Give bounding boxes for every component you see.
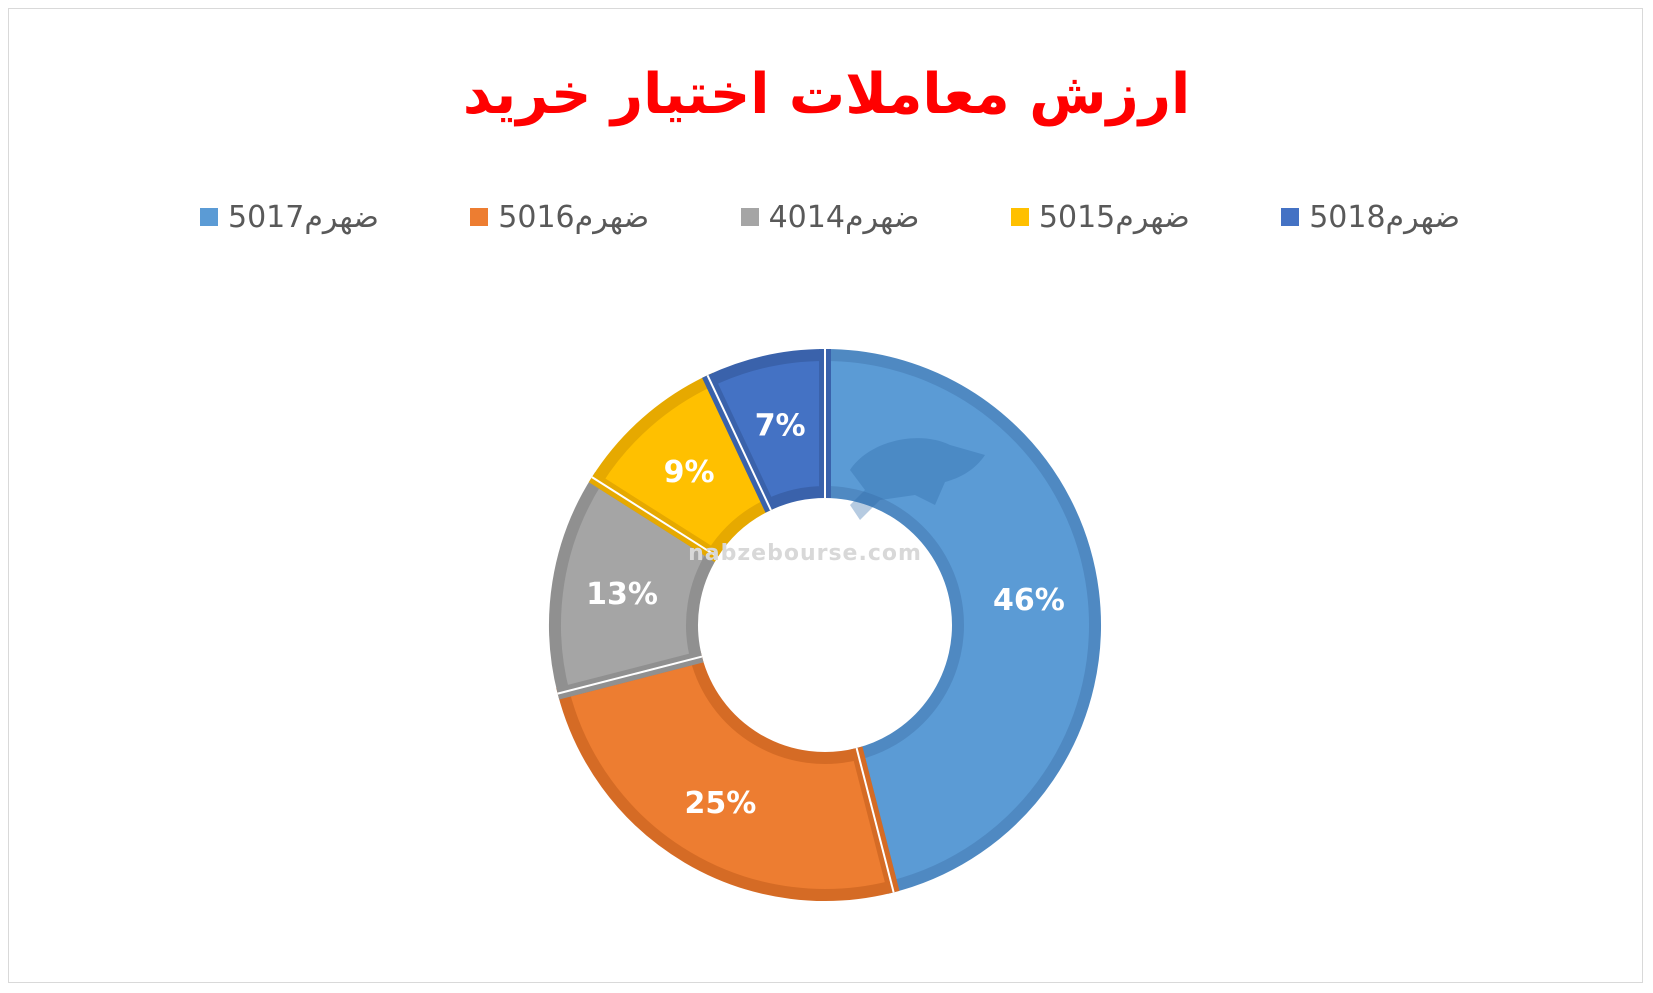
data-label: 25% [684,786,756,821]
slice-separator [855,747,895,893]
watermark-url: nabzebourse.com [688,541,922,566]
data-label: 13% [586,577,658,612]
legend-label: ضهرم5018 [1309,199,1460,235]
legend-swatch [1010,208,1029,226]
data-label: 46% [993,583,1065,618]
legend-label: ضهرم5016 [498,199,650,235]
data-label: 7% [755,408,806,443]
donut-slice [819,348,1101,894]
chart-title: ارزش معاملات اختیار خرید [462,62,1191,127]
slice-separator [706,374,772,511]
slice-separator [557,655,703,695]
legend-item: ضهرم5017 [200,200,379,235]
legend-swatch [740,208,759,226]
chart-legend: ضهرم5017 ضهرم5016 ضهرم4014 ضهرم5015 ضهرم5018 [200,192,1460,242]
legend-item: ضهرم4014 [740,199,920,235]
legend-swatch [470,208,489,226]
legend-label: ضهرم5017 [228,199,379,235]
slice-separator [591,476,719,558]
data-label: 9% [664,455,715,490]
legend-item: ضهرم5015 [1010,199,1190,235]
legend-label: ضهرم4014 [768,199,920,235]
legend-label: ضهرم5015 [1038,199,1190,235]
legend-item: ضهرم5016 [470,200,649,235]
legend-item: ضهرم5018 [1281,200,1460,235]
legend-swatch [200,208,218,226]
donut-slice [556,650,900,901]
legend-swatch [1281,208,1300,226]
bull-icon [850,438,985,520]
